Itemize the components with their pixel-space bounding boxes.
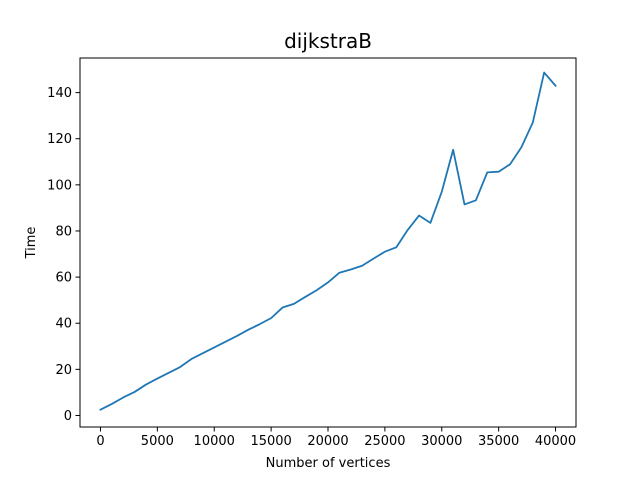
plot-area: 0 5000 10000 15000 20000 25000 30000 35000 40000… xyxy=(47,57,577,449)
x-axis-label: Number of vertices xyxy=(266,456,391,471)
y-tick-label: 20 xyxy=(55,363,72,378)
x-tick-label: 35000 xyxy=(478,434,519,449)
y-tick-label: 140 xyxy=(47,86,72,101)
x-tick-label: 30000 xyxy=(421,434,462,449)
x-tick-label: 40000 xyxy=(535,434,576,449)
x-tick-label: 0 xyxy=(96,434,104,449)
y-tick-label: 100 xyxy=(47,178,72,193)
series-layer xyxy=(99,71,557,411)
y-tick-label: 60 xyxy=(55,271,72,286)
y-axis-ticks: 0 20 40 60 80 100 120 140 xyxy=(47,86,80,424)
x-tick-label: 10000 xyxy=(194,434,235,449)
chart-title: dijkstraB xyxy=(284,29,372,53)
series-line xyxy=(99,71,557,411)
y-tick-label: 120 xyxy=(47,132,72,147)
y-axis-label: Time xyxy=(24,227,39,260)
x-tick-label: 20000 xyxy=(307,434,348,449)
y-tick-label: 80 xyxy=(55,224,72,239)
y-tick-label: 0 xyxy=(64,409,72,424)
x-tick-label: 15000 xyxy=(250,434,291,449)
x-axis-ticks: 0 5000 10000 15000 20000 25000 30000 35000 40000 xyxy=(96,427,576,449)
x-tick-label: 5000 xyxy=(141,434,174,449)
y-tick-label: 40 xyxy=(55,317,72,332)
x-tick-label: 25000 xyxy=(364,434,405,449)
